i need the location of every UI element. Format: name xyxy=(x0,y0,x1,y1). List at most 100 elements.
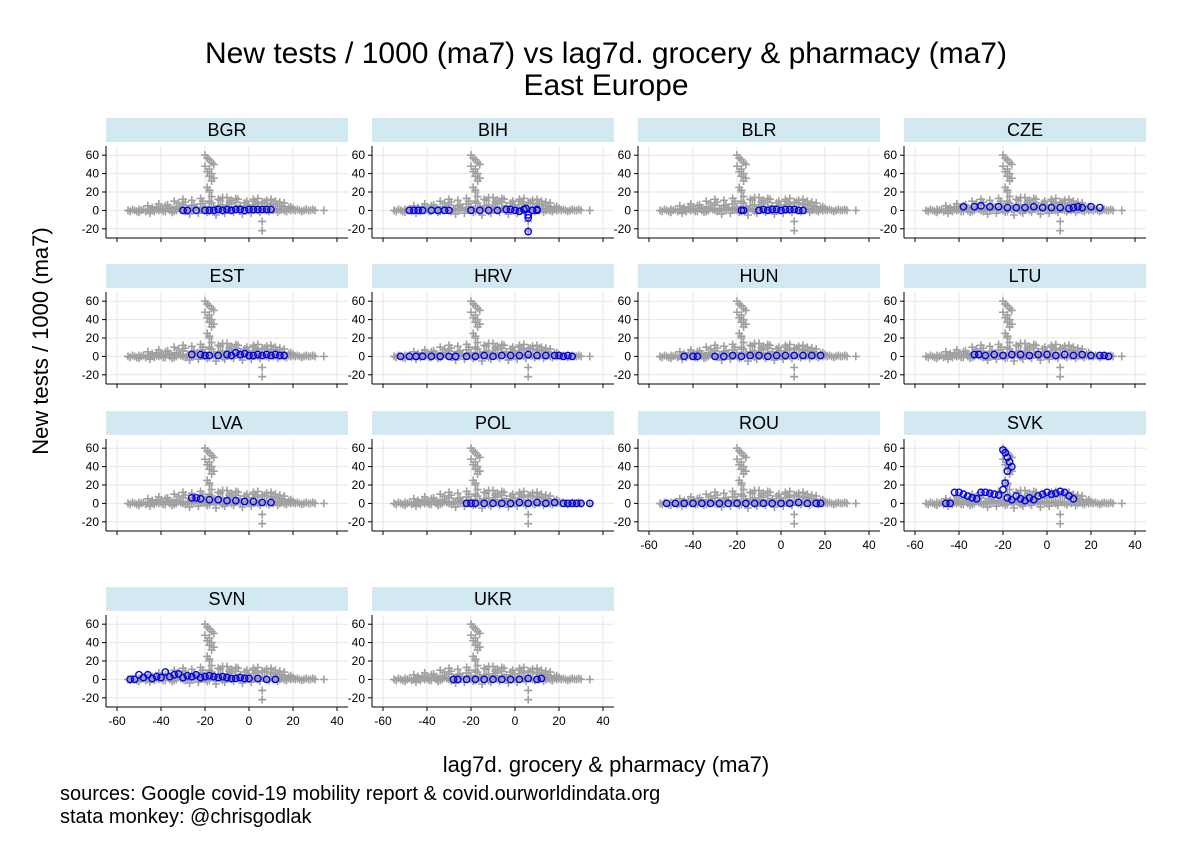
background-point xyxy=(143,347,152,356)
data-point-pol xyxy=(533,498,541,507)
data-point-svk xyxy=(1001,479,1010,488)
background-point xyxy=(759,196,768,205)
panel-title: UKR xyxy=(474,589,512,609)
background-point xyxy=(480,488,489,497)
y-tick-label: 0 xyxy=(92,672,99,686)
background-point xyxy=(1040,197,1049,206)
background-point xyxy=(201,162,209,171)
background-point xyxy=(462,663,471,672)
panel-title: LTU xyxy=(1009,266,1042,286)
panel-svn: SVN 60 40 20 0 -20 -60 -40 -20 0 20 40 xyxy=(82,587,348,728)
y-tick-label: 20 xyxy=(352,478,366,492)
background-point xyxy=(818,202,827,211)
data-point-ltu xyxy=(1034,350,1043,359)
background-point xyxy=(163,493,172,502)
data-point-cze xyxy=(1038,203,1047,212)
background-point xyxy=(203,460,212,469)
background-point xyxy=(750,346,759,355)
y-tick-label: 40 xyxy=(86,313,100,327)
data-point-cze xyxy=(1069,203,1078,212)
data-point-svk xyxy=(1007,462,1016,471)
background-point xyxy=(148,496,157,505)
data-point-rou xyxy=(803,499,812,508)
background-point xyxy=(585,352,594,361)
panel-rou: ROU 60 40 20 0 -20 -60 -40 -20 0 20 40 xyxy=(614,411,880,552)
data-point-ukr xyxy=(537,674,546,683)
background-point xyxy=(425,676,434,685)
data-point-svk xyxy=(959,490,968,499)
y-tick-label: 0 xyxy=(624,203,631,217)
background-point xyxy=(739,192,748,201)
background-point xyxy=(992,502,1001,511)
data-point-rou xyxy=(680,499,689,508)
data-point-svk xyxy=(968,493,977,502)
background-point xyxy=(497,194,506,203)
background-point xyxy=(746,341,755,350)
data-point-blr xyxy=(785,205,794,214)
data-point-blr xyxy=(759,205,768,214)
data-point-svn xyxy=(223,673,231,682)
data-point-bgr xyxy=(267,205,275,214)
background-point xyxy=(715,350,724,359)
background-point xyxy=(577,675,585,684)
data-point-svn xyxy=(196,673,205,682)
background-point xyxy=(286,495,295,504)
data-point-lva xyxy=(192,493,201,502)
background-point xyxy=(271,343,280,352)
background-point xyxy=(209,496,218,505)
background-point xyxy=(807,344,816,353)
data-point-bgr xyxy=(236,205,245,214)
background-point xyxy=(1029,194,1038,203)
background-point xyxy=(280,492,289,501)
panel-header xyxy=(904,411,1146,435)
panel-title: CZE xyxy=(1007,120,1043,140)
y-tick-label: -20 xyxy=(82,222,100,236)
y-tick-label: 40 xyxy=(618,460,632,474)
background-point xyxy=(207,338,216,347)
background-point xyxy=(280,668,289,677)
background-point xyxy=(1003,332,1012,341)
background-point xyxy=(524,372,533,381)
data-point-svn xyxy=(209,672,218,681)
background-point xyxy=(249,488,258,497)
background-point xyxy=(168,501,176,510)
background-point xyxy=(203,636,212,645)
background-point xyxy=(1005,338,1014,347)
y-tick-label: 40 xyxy=(884,167,898,181)
background-point xyxy=(702,343,711,352)
data-point-svk xyxy=(1003,467,1012,476)
data-point-svk xyxy=(990,490,999,499)
background-point xyxy=(148,349,157,358)
data-point-svn xyxy=(126,675,135,684)
background-point xyxy=(207,485,216,494)
background-point xyxy=(196,487,205,496)
background-point xyxy=(445,341,453,350)
background-point xyxy=(146,355,154,364)
data-point-est xyxy=(205,351,214,360)
background-point xyxy=(739,176,748,185)
background-point xyxy=(179,341,187,350)
background-point xyxy=(552,671,561,680)
background-point xyxy=(750,486,759,495)
y-tick-label: 60 xyxy=(884,441,898,455)
y-tick-label: -20 xyxy=(82,691,100,705)
y-tick-label: 40 xyxy=(86,460,100,474)
y-tick-label: 40 xyxy=(352,460,366,474)
background-point xyxy=(1060,196,1069,205)
y-tick-label: 20 xyxy=(618,478,632,492)
background-point xyxy=(944,209,952,218)
data-point-pol xyxy=(489,499,497,508)
background-point xyxy=(471,465,480,474)
background-point xyxy=(253,194,262,203)
background-point xyxy=(843,206,851,215)
background-point xyxy=(205,318,214,327)
y-tick-label: -20 xyxy=(348,222,366,236)
background-point xyxy=(739,469,748,478)
data-point-bih xyxy=(445,206,453,215)
background-point xyxy=(1084,495,1093,504)
data-point-svn xyxy=(201,672,209,681)
background-point xyxy=(401,208,409,217)
background-point xyxy=(946,349,955,358)
background-point xyxy=(799,195,807,204)
background-point xyxy=(231,487,240,496)
